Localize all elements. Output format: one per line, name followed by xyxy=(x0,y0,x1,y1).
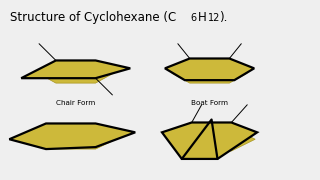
Polygon shape xyxy=(165,58,254,80)
Polygon shape xyxy=(21,60,130,78)
Text: 6: 6 xyxy=(191,13,197,23)
Polygon shape xyxy=(9,123,135,149)
Text: Chair Form: Chair Form xyxy=(56,100,95,106)
Polygon shape xyxy=(38,63,113,83)
Text: ).: ). xyxy=(220,11,228,24)
Text: Boat Form: Boat Form xyxy=(191,100,228,106)
Polygon shape xyxy=(162,123,257,159)
Text: Structure of Cyclohexane (C: Structure of Cyclohexane (C xyxy=(10,11,177,24)
Polygon shape xyxy=(172,63,247,83)
Polygon shape xyxy=(19,123,122,149)
Text: 12: 12 xyxy=(208,13,220,23)
Polygon shape xyxy=(168,127,255,151)
Text: H: H xyxy=(198,11,206,24)
